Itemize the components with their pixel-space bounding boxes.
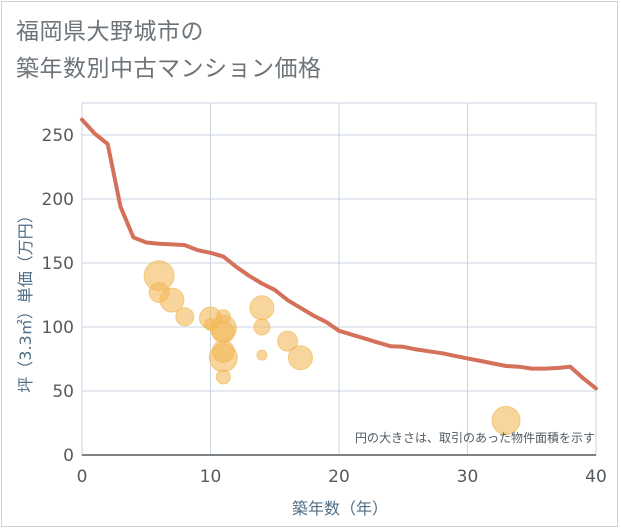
x-axis-label: 築年数（年） <box>292 499 388 518</box>
bubble-point <box>491 405 521 435</box>
bubble-point <box>175 307 195 327</box>
y-tick-label: 50 <box>52 382 74 402</box>
bubble-point <box>249 295 275 321</box>
chart-title-line2: 築年数別中古マンション価格 <box>16 56 322 82</box>
chart-title: 福岡県大野城市の 築年数別中古マンション価格 <box>16 14 322 88</box>
bubble-point <box>253 318 271 336</box>
y-tick-label: 100 <box>42 318 74 338</box>
bubble-point <box>287 345 313 371</box>
y-tick-label: 200 <box>42 190 74 210</box>
y-tick-label: 250 <box>42 126 74 146</box>
grid-lines <box>81 102 597 456</box>
y-tick-labels: 0 50 100 150 200 250 <box>42 126 74 466</box>
bubble-size-note: 円の大きさは、取引のあった物件面積を示す <box>355 430 595 445</box>
x-tick-label: 10 <box>200 467 222 487</box>
trend-line-series <box>80 117 598 391</box>
bubble-point <box>277 330 299 352</box>
x-tick-label: 0 <box>77 467 88 487</box>
bubble-point <box>208 343 238 373</box>
y-tick-label: 0 <box>63 446 74 466</box>
chart-title-line1: 福岡県大野城市の <box>16 19 204 45</box>
x-tick-label: 40 <box>585 467 607 487</box>
bubble-series <box>143 260 521 435</box>
x-tick-label: 20 <box>328 467 350 487</box>
y-axis-label: 坪（3.3㎡）単価（万円） <box>16 207 35 392</box>
bubble-point <box>159 287 185 313</box>
bubble-point <box>215 369 231 385</box>
y-tick-label: 150 <box>42 254 74 274</box>
x-tick-labels: 0 10 20 30 40 <box>77 467 607 487</box>
x-tick-label: 30 <box>457 467 479 487</box>
price-trend-line <box>80 117 598 391</box>
bubble-point <box>256 349 268 361</box>
